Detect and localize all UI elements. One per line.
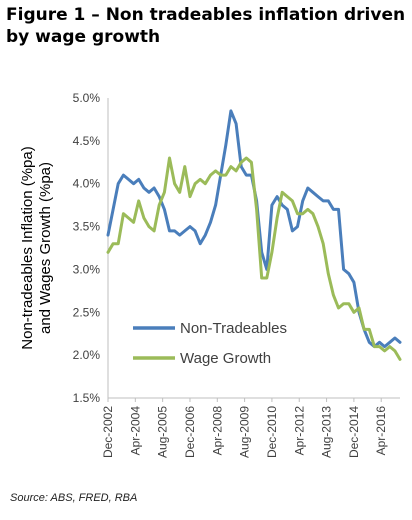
y-axis-label-line-1: Non-tradeables Inflation (%pa) — [19, 146, 36, 349]
x-tick-label: Dec-2006 — [183, 406, 197, 458]
x-tick-label: Apr-2004 — [128, 406, 142, 456]
y-tick-label: 4.0% — [73, 177, 101, 191]
source-note: Source: ABS, FRED, RBA — [10, 492, 138, 504]
x-tick-label: Apr-2012 — [292, 406, 306, 456]
line-chart: Non-tradeables Inflation (%pa) and Wages… — [19, 91, 402, 458]
legend-label: Wage Growth — [180, 350, 271, 367]
y-tick-label: 2.0% — [73, 348, 101, 362]
series-lines — [106, 109, 402, 361]
chart-title: Figure 1 – Non tradeables inflation driv… — [6, 5, 406, 47]
x-tick-label: Aug-2005 — [156, 406, 170, 458]
y-axis-label-line-2: and Wages Growth (%pa) — [37, 162, 54, 334]
y-axis-label: Non-tradeables Inflation (%pa) and Wages… — [19, 146, 54, 349]
y-tick-label: 3.5% — [73, 220, 101, 234]
x-tick-label: Dec-2014 — [347, 406, 361, 458]
x-tick-label: Apr-2008 — [210, 406, 224, 456]
legend-label: Non-Tradeables — [180, 320, 287, 337]
x-tick-label: Dec-2010 — [265, 406, 279, 458]
y-tick-label: 5.0% — [73, 91, 101, 105]
x-tick-label: Aug-2009 — [238, 406, 252, 458]
x-tick-label: Apr-2016 — [374, 406, 388, 456]
y-tick-label: 4.5% — [73, 134, 101, 148]
x-axis-ticks: Dec-2002 Apr-2004 Aug-2005 Dec-2006 Apr-2008… — [101, 398, 388, 458]
y-tick-label: 2.5% — [73, 305, 101, 319]
series-line-wage-growth — [106, 156, 402, 361]
y-tick-label: 1.5% — [73, 391, 101, 405]
y-tick-label: 3.0% — [73, 262, 101, 276]
legend: Non-Tradeables Wage Growth — [133, 320, 287, 367]
x-tick-label: Dec-2002 — [101, 406, 115, 458]
x-tick-label: Aug-2013 — [320, 406, 334, 458]
axes — [107, 98, 400, 399]
y-axis-ticks: 1.5% 2.0% 2.5% 3.0% 3.5% 4.0% 4.5% 5.0% — [73, 91, 101, 405]
